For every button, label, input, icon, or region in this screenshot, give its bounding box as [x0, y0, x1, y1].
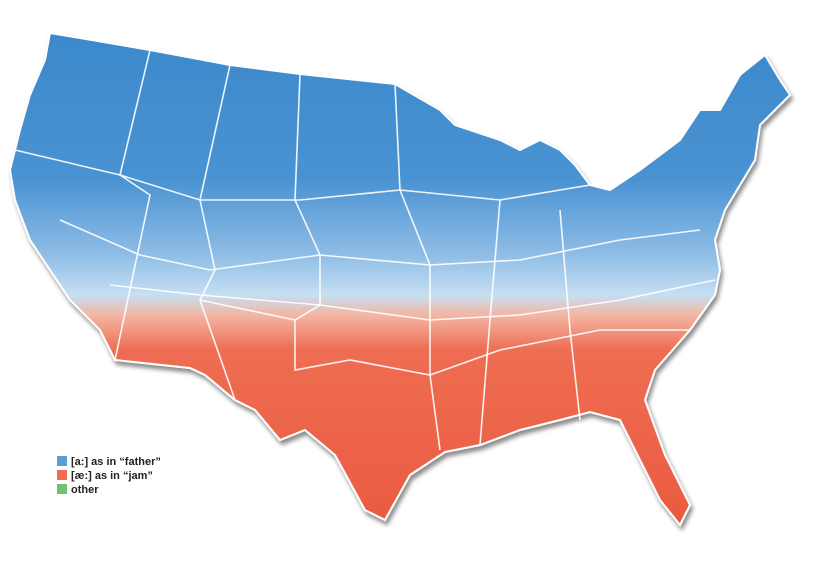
state-border — [394, 83, 441, 451]
state-border — [59, 219, 701, 271]
state-border — [294, 73, 321, 321]
us-outline — [8, 31, 792, 527]
legend-label: [æ:] as in “jam” — [71, 470, 153, 482]
us-map — [8, 31, 792, 527]
legend-swatch — [57, 484, 67, 494]
state-border — [199, 64, 236, 401]
legend-swatch — [57, 470, 67, 480]
state-border — [479, 199, 501, 446]
state-border — [199, 299, 690, 376]
legend: [a:] as in “father” [æ:] as in “jam” oth… — [57, 456, 161, 496]
legend-swatch — [57, 456, 67, 466]
legend-label: other — [71, 484, 99, 496]
legend-label: [a:] as in “father” — [71, 456, 161, 468]
state-border — [114, 49, 151, 361]
state-border — [559, 209, 581, 421]
